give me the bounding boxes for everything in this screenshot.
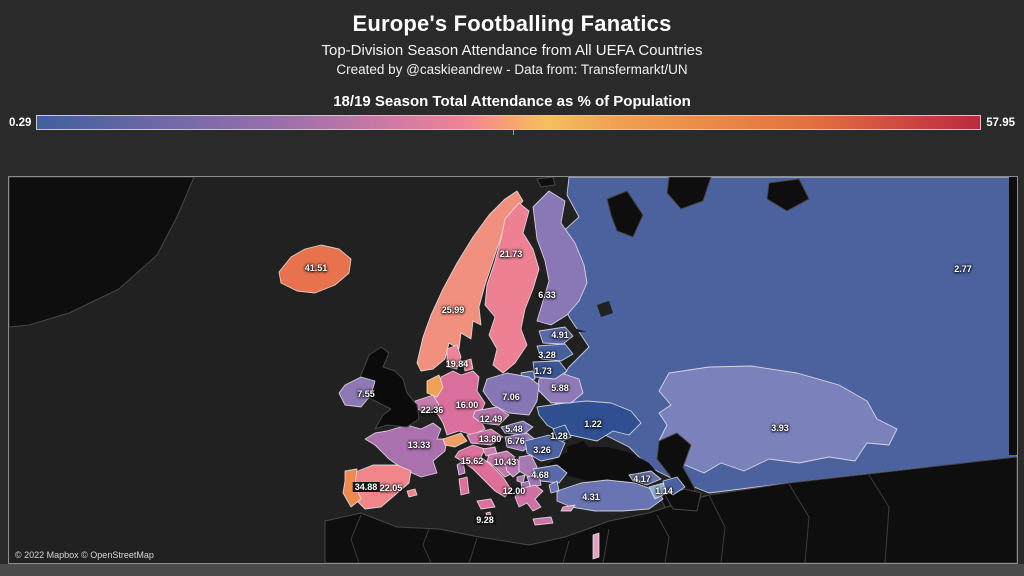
page-title: Europe's Footballing Fanatics	[352, 11, 672, 36]
gulf-of-finland	[523, 324, 587, 332]
country-shape-bulgaria[interactable]	[532, 464, 568, 484]
country-shape-bosnia[interactable]	[504, 458, 524, 478]
country-shape-germany[interactable]	[432, 370, 486, 436]
country-shape-armenia[interactable]	[648, 482, 668, 500]
landmass-arctic-island-1	[666, 177, 712, 210]
map-attribution[interactable]: © 2022 Mapbox © OpenStreetMap	[15, 550, 154, 560]
country-shape-iceland[interactable]	[278, 244, 352, 294]
country-shape-ireland[interactable]	[338, 376, 376, 408]
country-shape-serbia[interactable]	[518, 454, 538, 478]
map-right-edge	[1009, 177, 1017, 455]
europe-map-svg[interactable]	[9, 177, 1017, 563]
island-corsica[interactable]	[456, 460, 466, 476]
legend-title: 18/19 Season Total Attendance as % of Po…	[333, 93, 691, 110]
country-shape-estonia[interactable]	[538, 326, 574, 345]
country-shape-lithuania[interactable]	[532, 360, 568, 380]
bottom-strip	[0, 564, 1024, 576]
country-shape-switzerland[interactable]	[442, 432, 468, 448]
landmass-arctic-island-2	[766, 178, 810, 212]
legend-min-value: 0.29	[9, 116, 32, 129]
country-shape-poland[interactable]	[482, 372, 540, 416]
legend-max-value: 57.95	[986, 116, 1015, 129]
legend-bar-row: 0.29 57.95	[0, 115, 1024, 135]
country-shape-czech-republic[interactable]	[472, 406, 510, 426]
country-shape-greece[interactable]	[514, 484, 554, 526]
country-shape-georgia[interactable]	[628, 470, 662, 486]
legend-gradient-bar[interactable]	[36, 115, 982, 135]
africa-border-lines	[350, 474, 890, 563]
country-shape-austria[interactable]	[466, 428, 504, 446]
europe-choropleth-map[interactable]: 41.51 25.99 21.73 6.33 4.91 3.28 1.73 19.84 7.55…	[8, 176, 1018, 564]
country-shape-malta[interactable]	[485, 511, 492, 518]
color-legend: 18/19 Season Total Attendance as % of Po…	[0, 93, 1024, 135]
dashboard-header: Europe's Footballing Fanatics Top-Divisi…	[0, 0, 1024, 77]
country-shape-north-macedonia[interactable]	[526, 474, 542, 488]
landmass-white-sea	[606, 190, 644, 238]
page-subtitle: Top-Division Season Attendance from All …	[321, 42, 703, 59]
country-shape-slovakia[interactable]	[500, 420, 534, 436]
country-shape-france[interactable]	[364, 422, 448, 478]
country-shape-belarus[interactable]	[536, 372, 584, 404]
legend-midpoint-tick	[512, 130, 514, 135]
country-shape-kazakhstan[interactable]	[658, 365, 898, 474]
country-shape-netherlands[interactable]	[426, 374, 444, 398]
landmass-africa-middle-east	[324, 456, 1017, 563]
lake-ladoga	[597, 301, 613, 317]
country-shape-romania[interactable]	[524, 434, 566, 462]
country-shape-sweden[interactable]	[484, 202, 540, 374]
country-shape-cyprus[interactable]	[560, 504, 576, 512]
crimea-peninsula	[567, 441, 591, 459]
country-shape-norway[interactable]	[416, 190, 524, 372]
country-shape-moldova[interactable]	[552, 424, 572, 444]
country-shape-finland[interactable]	[532, 190, 588, 326]
credit-line: Created by @caskieandrew - Data from: Tr…	[336, 62, 688, 77]
country-shape-israel[interactable]	[592, 532, 600, 560]
country-shape-denmark[interactable]	[446, 344, 474, 372]
country-shape-united-kingdom[interactable]	[358, 346, 420, 430]
country-shape-portugal[interactable]	[342, 468, 362, 508]
landmass-svalbard	[536, 177, 556, 188]
landmass-greenland-edge	[9, 177, 195, 328]
country-shape-latvia[interactable]	[536, 343, 574, 362]
